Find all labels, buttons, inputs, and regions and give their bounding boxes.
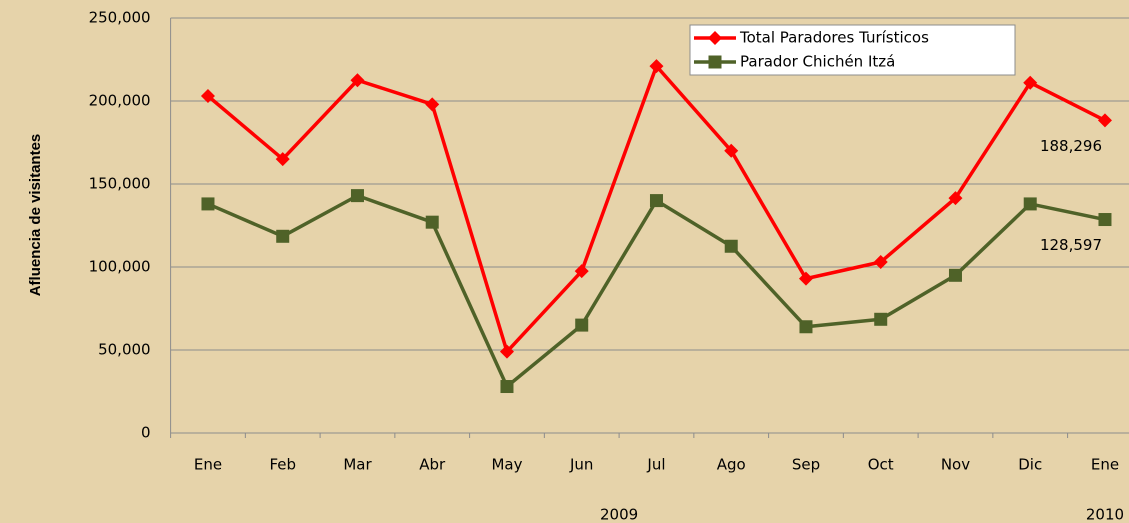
- data-point: [350, 73, 365, 88]
- legend-box: [689, 24, 1016, 76]
- series-line: [207, 193, 1106, 389]
- legend-marker: [708, 55, 722, 69]
- data-point: [724, 143, 739, 158]
- data-point: [350, 189, 364, 203]
- x-tick-label: Abr: [419, 456, 446, 474]
- x-tick-label: Feb: [269, 456, 296, 474]
- data-point: [948, 268, 962, 282]
- y-tick-label: 0: [141, 424, 151, 442]
- data-point: [425, 215, 439, 229]
- series-line: [206, 64, 1106, 354]
- data-point: [874, 312, 888, 326]
- data-point: [798, 271, 813, 286]
- data-point: [275, 152, 290, 167]
- x-tick-label: Jul: [646, 456, 665, 474]
- data-label: 128,597: [1040, 236, 1102, 254]
- y-tick-label: 50,000: [98, 341, 151, 359]
- x-tick-label: Mar: [343, 456, 372, 474]
- x-tick-label: Nov: [941, 456, 970, 474]
- data-point: [201, 197, 215, 211]
- x-tick-label: Sep: [792, 456, 820, 474]
- data-point: [425, 97, 440, 112]
- legend-label: Parador Chichén Itzá: [740, 53, 895, 71]
- data-point: [1097, 113, 1112, 128]
- data-point: [873, 255, 888, 270]
- y-tick-label: 150,000: [89, 175, 151, 193]
- x-tick-label: May: [491, 456, 522, 474]
- y-tick-label: 250,000: [89, 9, 151, 27]
- data-point: [1023, 75, 1038, 90]
- data-point: [200, 89, 215, 104]
- x-tick-label: Ene: [1091, 456, 1119, 474]
- data-point: [1023, 197, 1037, 211]
- data-point: [499, 344, 514, 359]
- data-point: [649, 194, 663, 208]
- x-tick-label: Jun: [569, 456, 593, 474]
- year-label: 2010: [1086, 506, 1124, 523]
- data-point: [575, 318, 589, 332]
- x-tick-label: Ago: [717, 456, 746, 474]
- y-axis-label: Afluencia de visitantes: [27, 134, 44, 297]
- year-label: 2009: [600, 506, 638, 523]
- data-label: 188,296: [1040, 137, 1102, 155]
- data-point: [574, 264, 589, 279]
- data-point: [276, 229, 290, 243]
- data-point: [799, 320, 813, 334]
- legend-label: Total Paradores Turísticos: [739, 29, 929, 47]
- legend-marker: [708, 31, 722, 45]
- data-point: [724, 239, 738, 253]
- y-tick-label: 200,000: [89, 92, 151, 110]
- data-point: [649, 59, 664, 74]
- y-tick-label: 100,000: [89, 258, 151, 276]
- x-tick-label: Ene: [194, 456, 222, 474]
- x-tick-label: Oct: [868, 456, 894, 474]
- data-point: [948, 191, 963, 206]
- x-tick-label: Dic: [1018, 456, 1042, 474]
- data-point: [1098, 213, 1112, 227]
- data-point: [500, 380, 514, 394]
